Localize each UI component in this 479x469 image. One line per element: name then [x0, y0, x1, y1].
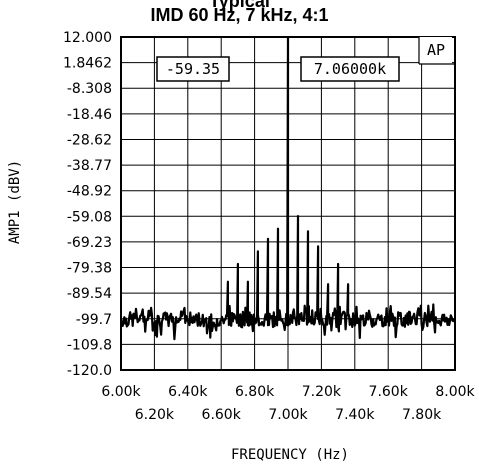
y-tick-label: -28.62: [67, 132, 112, 148]
y-tick-label: -109.8: [67, 337, 112, 353]
y-tick-label: -59.08: [67, 209, 112, 225]
y-tick-label: 1.8462: [63, 56, 112, 72]
x-tick-label: 7.20k: [302, 384, 342, 400]
y-tick-label: -99.7: [76, 312, 112, 328]
chart-title-partial: Typical: [209, 0, 270, 11]
y-axis-label: AMP1 (dBV): [7, 160, 23, 244]
y-tick-label: -38.77: [67, 158, 112, 174]
chart-title: IMD 60 Hz, 7 kHz, 4:1: [150, 5, 329, 25]
x-tick-labels: 6.00k 6.40k 6.80k 7.20k 7.60k 8.00k 6.20k 6.60k…: [101, 384, 475, 423]
x-tick-label: 6.00k: [101, 384, 141, 400]
y-tick-label: -18.46: [67, 107, 112, 123]
x-tick-label: 7.00k: [268, 407, 308, 423]
ap-badge-box: [419, 37, 452, 64]
x-tick-label: 6.20k: [135, 407, 175, 423]
x-axis-label: FREQUENCY (Hz): [231, 447, 349, 463]
y-tick-label: -8.308: [67, 81, 112, 97]
frequency-readout: 7.06000k: [314, 60, 386, 78]
x-tick-label: 7.60k: [369, 384, 409, 400]
y-tick-label: -89.54: [67, 286, 112, 302]
x-tick-label: 6.60k: [202, 407, 242, 423]
y-tick-label: -79.38: [67, 261, 112, 277]
level-readout-box: [156, 56, 230, 82]
frequency-readout-box: [300, 56, 400, 82]
x-tick-label: 7.80k: [402, 407, 442, 423]
x-tick-label: 6.40k: [168, 384, 208, 400]
x-tick-label: 8.00k: [435, 384, 475, 400]
spectrum-trace: [119, 35, 456, 341]
y-tick-label: -69.23: [67, 235, 112, 251]
level-readout: -59.35: [166, 60, 220, 78]
y-tick-label: 12.000: [63, 30, 112, 46]
x-tick-label: 6.80k: [235, 384, 275, 400]
ap-badge: AP: [427, 41, 445, 59]
x-tick-label: 7.40k: [335, 407, 375, 423]
y-tick-labels: 12.000 1.8462 -8.308 -18.46 -28.62 -38.77 -48.…: [63, 30, 112, 379]
y-tick-label: -120.0: [67, 363, 112, 379]
plot-frame: [120, 36, 456, 371]
y-tick-label: -48.92: [67, 184, 112, 200]
